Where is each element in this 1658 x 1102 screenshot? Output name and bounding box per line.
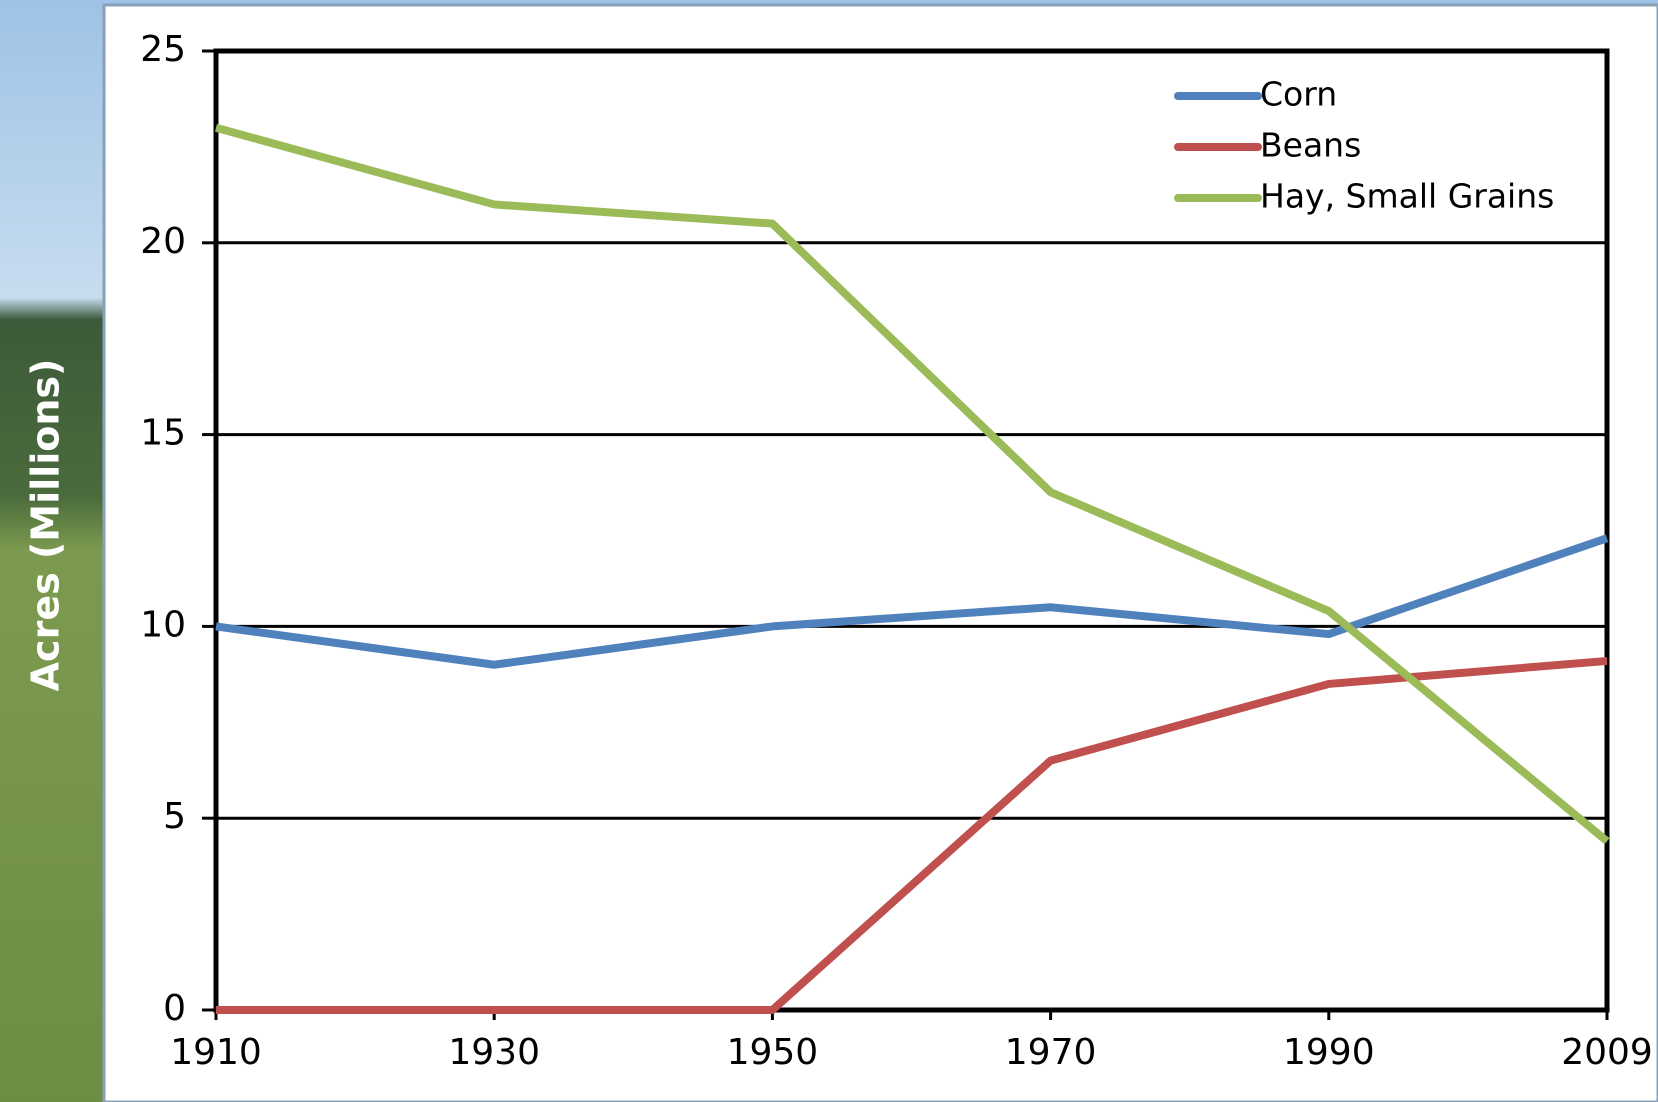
series-line: [214, 123, 1610, 845]
y-tick-label: 20: [140, 221, 186, 262]
x-tick-label: 1950: [727, 1032, 819, 1073]
x-tick-label: 1970: [1005, 1032, 1097, 1073]
x-tick-label: 2009: [1561, 1032, 1653, 1073]
x-tick-label: 1990: [1283, 1032, 1375, 1073]
y-axis-label: Acres (Millions): [24, 359, 68, 692]
y-tick-label: 25: [140, 29, 186, 70]
series-line: [215, 534, 1609, 669]
y-tick-label: 10: [140, 604, 186, 645]
x-tick-label: 1910: [170, 1032, 262, 1073]
legend-label: Beans: [1260, 126, 1361, 165]
plot-frame: [213, 48, 1610, 1013]
y-tick-label: 0: [163, 988, 186, 1029]
legend-label: Corn: [1260, 75, 1337, 114]
legend-label: Hay, Small Grains: [1260, 177, 1554, 216]
y-tick-label: 15: [140, 413, 186, 454]
chart-panel: [102, 3, 1658, 1102]
x-tick-label: 1930: [448, 1032, 540, 1073]
y-tick-label: 5: [163, 796, 186, 837]
series-line: [216, 656, 1608, 1014]
